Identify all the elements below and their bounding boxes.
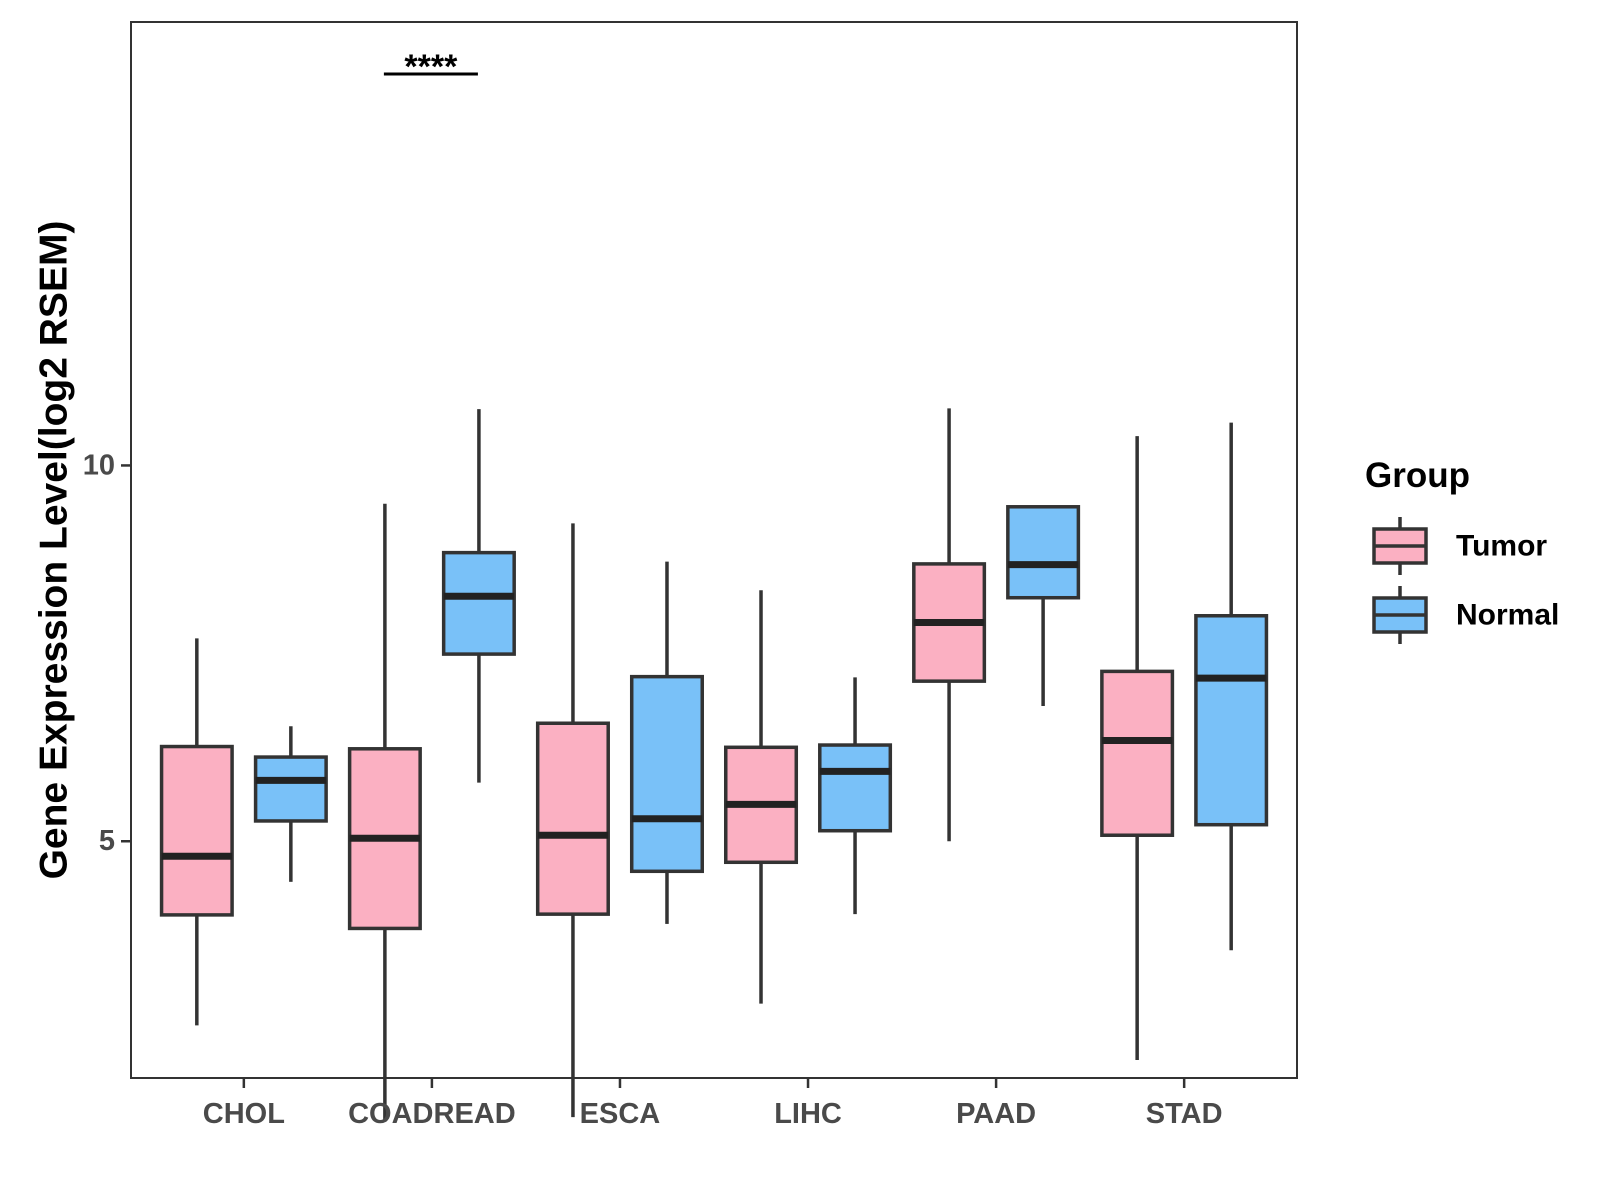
legend-title: Group (1365, 456, 1470, 495)
box-body (818, 743, 893, 833)
y-tick-label: 10 (83, 449, 115, 481)
box-body (1100, 669, 1175, 837)
box-body (441, 550, 516, 656)
x-tick-label-stad: STAD (1146, 1098, 1223, 1130)
box-coadread-tumor (347, 503, 422, 1122)
significance-layer: **** (383, 48, 478, 86)
box-body (1006, 505, 1081, 600)
significance-label: **** (404, 48, 458, 86)
box-coadread-normal (441, 409, 516, 783)
y-axis: 5 10 (83, 449, 131, 857)
x-tick-label-lihc: LIHC (774, 1098, 842, 1130)
y-tick-label: 5 (99, 825, 115, 857)
box-esca-tumor (535, 523, 610, 1118)
box-body (159, 744, 234, 917)
boxplot-layer (159, 408, 1269, 1122)
x-tick-label-esca: ESCA (580, 1098, 661, 1130)
x-axis: CHOL COADREAD ESCA LIHC PAAD STAD (203, 1078, 1223, 1130)
box-stad-tumor (1100, 436, 1175, 1060)
box-esca-normal (629, 561, 704, 924)
legend-item-tumor: Tumor (1372, 517, 1547, 575)
box-body (253, 755, 328, 823)
box-stad-normal (1194, 422, 1269, 951)
legend-item-normal: Normal (1372, 586, 1559, 644)
box-body (629, 674, 704, 874)
box-lihc-normal (818, 677, 893, 915)
y-axis-title: Gene Expression Level(log2 RSEM) (33, 221, 76, 880)
legend-label: Normal (1456, 599, 1559, 632)
x-tick-label-chol: CHOL (203, 1098, 285, 1130)
box-chol-tumor (159, 638, 234, 1026)
box-lihc-tumor (724, 590, 799, 1004)
x-tick-label-paad: PAAD (956, 1098, 1036, 1130)
box-body (1194, 614, 1269, 827)
box-body (535, 721, 610, 916)
plot-panel (130, 21, 1298, 1079)
legend: Group Tumor Normal (1365, 456, 1559, 644)
box-paad-normal (1006, 505, 1081, 706)
legend-label: Tumor (1456, 530, 1547, 563)
box-chol-normal (253, 726, 328, 882)
box-paad-tumor (912, 408, 987, 842)
x-tick-label-coadread: COADREAD (348, 1098, 516, 1130)
